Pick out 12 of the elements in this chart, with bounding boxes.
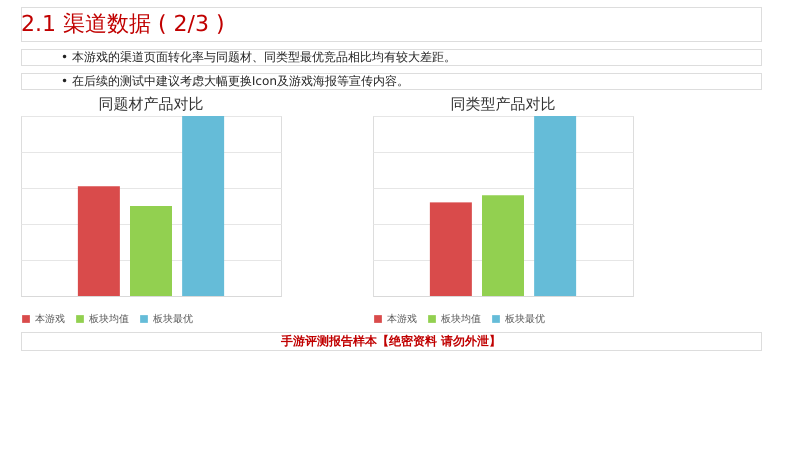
chart-title: 同题材产品对比 bbox=[98, 95, 204, 113]
legend-label: 本游戏 bbox=[387, 313, 417, 325]
text: • 本游戏的渠道页面转化率与同题材、同类型最优竞品相比均有较大差距。 bbox=[61, 50, 456, 64]
legend-label: 板块均值 bbox=[88, 313, 129, 325]
legend-label: 板块最优 bbox=[504, 313, 545, 325]
text: • 在后续的测试中建议考虑大幅更换Icon及游戏海报等宣传内容。 bbox=[61, 74, 409, 88]
legend-label: 板块最优 bbox=[152, 313, 193, 325]
text: 2.1 渠道数据 ( 2/3 ) bbox=[21, 12, 225, 37]
text: 手游评测报告样本【绝密资料 请勿外泄】 bbox=[280, 334, 502, 348]
legend-label: 板块均值 bbox=[440, 313, 481, 325]
legend-label: 本游戏 bbox=[35, 313, 65, 325]
chart-title: 同类型产品对比 bbox=[450, 95, 556, 113]
